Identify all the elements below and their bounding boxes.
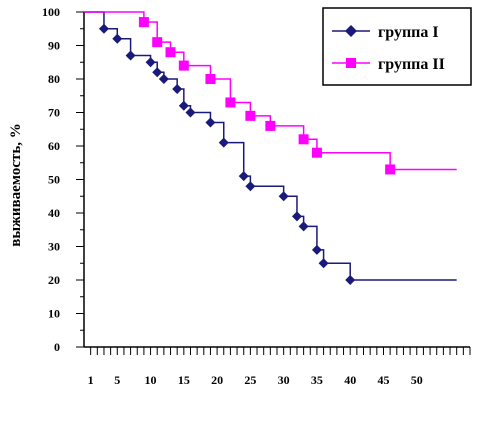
y-tick-label: 80 [48, 72, 60, 86]
y-tick-label: 20 [48, 273, 60, 287]
data-point-group-2 [225, 97, 236, 108]
data-point-group-2 [178, 60, 189, 71]
x-tick-label: 5 [114, 373, 120, 387]
series-group-1 [84, 11, 457, 285]
x-tick-label: 10 [145, 373, 157, 387]
y-tick-label: 90 [48, 39, 60, 53]
legend-box [322, 7, 472, 86]
legend-marker-group-1 [345, 25, 357, 37]
data-point-group-1 [185, 107, 196, 118]
x-tick-label: 20 [211, 373, 223, 387]
data-point-group-1 [291, 211, 302, 222]
y-tick-label: 100 [42, 5, 60, 19]
data-point-group-1 [238, 171, 249, 182]
data-point-group-1 [311, 244, 322, 255]
data-point-group-2 [245, 110, 256, 121]
data-point-group-1 [318, 258, 329, 269]
x-tick-label: 25 [244, 373, 256, 387]
y-tick-label: 30 [48, 240, 60, 254]
data-point-group-2 [165, 47, 176, 58]
y-tick-label: 40 [48, 206, 60, 220]
data-point-group-1 [278, 191, 289, 202]
data-point-group-1 [205, 117, 216, 128]
legend-label-group-2: группа II [378, 56, 445, 73]
x-tick-label: 15 [178, 373, 190, 387]
series-group-2 [84, 11, 457, 175]
data-point-group-1 [112, 33, 123, 44]
x-tick-label: 50 [411, 373, 423, 387]
series-layer [84, 11, 457, 285]
y-tick-label: 50 [48, 173, 60, 187]
data-point-group-1 [218, 137, 229, 148]
data-point-group-1 [345, 275, 356, 285]
y-tick-label: 70 [48, 106, 60, 120]
x-tick-label: 45 [377, 373, 389, 387]
data-point-group-1 [125, 50, 136, 61]
data-point-group-2 [265, 120, 276, 131]
data-point-group-2 [311, 147, 322, 158]
data-point-group-1 [245, 181, 256, 192]
legend-label-group-1: группа I [378, 24, 439, 41]
x-tick-label: 40 [344, 373, 356, 387]
data-point-group-1 [178, 100, 189, 111]
series-line-group-1 [84, 11, 457, 281]
data-point-group-1 [152, 67, 163, 78]
legend: группа I группа II [322, 7, 472, 86]
data-point-group-2 [385, 164, 396, 175]
y-tick-label: 60 [48, 139, 60, 153]
data-point-group-1 [145, 57, 156, 68]
data-point-group-1 [172, 84, 183, 95]
x-tick-label: 35 [311, 373, 323, 387]
x-tick-label: 1 [88, 373, 94, 387]
data-point-group-2 [205, 74, 216, 84]
y-tick-label: 0 [54, 340, 60, 354]
data-point-group-2 [298, 134, 309, 145]
data-point-group-1 [158, 74, 169, 84]
data-point-group-1 [98, 23, 109, 34]
y-axis-label: выживаемость, % [8, 123, 24, 247]
data-point-group-2 [138, 17, 149, 28]
legend-marker-group-2 [346, 58, 356, 68]
data-point-group-2 [152, 37, 163, 48]
x-tick-label: 30 [278, 373, 290, 387]
data-point-group-1 [298, 221, 309, 232]
y-tick-label: 10 [48, 307, 60, 321]
